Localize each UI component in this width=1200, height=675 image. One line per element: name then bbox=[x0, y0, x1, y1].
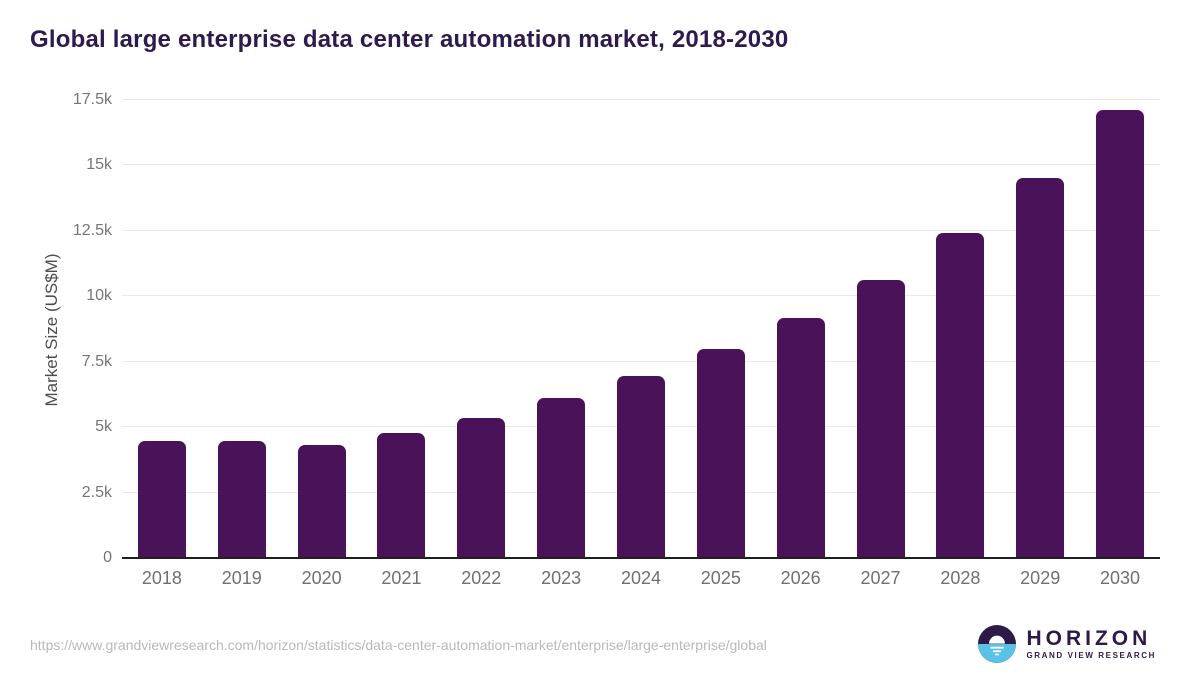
x-axis-labels: 2018 2019 2020 2021 2022 2023 2024 2025 2026 2027… bbox=[122, 568, 1160, 589]
x-label-2021: 2021 bbox=[381, 568, 422, 588]
y-tick-2.5k: 2.5k bbox=[81, 483, 112, 501]
gridline-7.5k bbox=[122, 360, 1160, 362]
x-label-2030: 2030 bbox=[1100, 568, 1141, 588]
gridline-15k bbox=[122, 164, 1160, 166]
bar-2030[interactable] bbox=[1096, 109, 1145, 558]
bars-row bbox=[122, 100, 1160, 558]
y-tick-12.5k: 12.5k bbox=[72, 221, 112, 239]
source-url[interactable]: https://www.grandviewresearch.com/horizo… bbox=[30, 637, 767, 653]
bar-cell-2023 bbox=[521, 100, 601, 558]
x-label-2029: 2029 bbox=[1020, 568, 1061, 588]
x-label-2025: 2025 bbox=[700, 568, 741, 588]
bar-cell-2020 bbox=[282, 100, 362, 558]
bar-cell-2028 bbox=[920, 100, 1000, 558]
x-label-2022: 2022 bbox=[461, 568, 502, 588]
chart-title: Global large enterprise data center auto… bbox=[30, 26, 789, 53]
bar-cell-2018 bbox=[122, 100, 202, 558]
bar-cell-2029 bbox=[1000, 100, 1080, 558]
x-label-2026: 2026 bbox=[780, 568, 821, 588]
bar-2028[interactable] bbox=[936, 232, 985, 558]
x-label-2019: 2019 bbox=[221, 568, 262, 588]
footer: https://www.grandviewresearch.com/horizo… bbox=[0, 613, 1200, 675]
y-tick-5k: 5k bbox=[95, 418, 112, 436]
bar-cell-2030 bbox=[1080, 100, 1160, 558]
bar-2029[interactable] bbox=[1016, 177, 1065, 558]
logo-name: HORIZON bbox=[1026, 627, 1152, 651]
bar-2021[interactable] bbox=[377, 432, 426, 558]
bar-2024[interactable] bbox=[616, 376, 665, 558]
logo-tagline: GRAND VIEW RESEARCH bbox=[1026, 650, 1156, 660]
bar-2020[interactable] bbox=[297, 444, 346, 558]
horizon-sun-icon bbox=[978, 625, 1017, 663]
bar-cell-2024 bbox=[601, 100, 681, 558]
y-tick-0: 0 bbox=[103, 549, 112, 566]
bar-cell-2025 bbox=[681, 100, 761, 558]
y-tick-7.5k: 7.5k bbox=[81, 352, 112, 370]
gridline-10k bbox=[122, 295, 1160, 297]
bar-2025[interactable] bbox=[696, 348, 745, 558]
bar-2019[interactable] bbox=[217, 440, 266, 558]
y-tick-17.5k: 17.5k bbox=[72, 91, 112, 108]
bar-2027[interactable] bbox=[856, 280, 905, 558]
x-axis-line bbox=[122, 557, 1160, 559]
bar-2022[interactable] bbox=[457, 417, 506, 558]
plot-area bbox=[122, 99, 1160, 558]
x-label-2020: 2020 bbox=[301, 568, 342, 588]
bar-cell-2021 bbox=[362, 100, 442, 558]
x-label-2018: 2018 bbox=[141, 568, 182, 588]
gridline-12.5k bbox=[122, 229, 1160, 231]
y-tick-15k: 15k bbox=[86, 156, 112, 174]
y-tick-10k: 10k bbox=[86, 287, 112, 305]
bar-cell-2027 bbox=[841, 100, 921, 558]
x-label-2023: 2023 bbox=[541, 568, 582, 588]
x-label-2024: 2024 bbox=[620, 568, 661, 588]
bar-2018[interactable] bbox=[137, 441, 186, 558]
x-label-2028: 2028 bbox=[940, 568, 981, 588]
bar-cell-2026 bbox=[761, 100, 841, 558]
gridline-17.5k bbox=[122, 99, 1160, 100]
bar-2023[interactable] bbox=[537, 397, 586, 558]
bar-cell-2022 bbox=[441, 100, 521, 558]
bar-2026[interactable] bbox=[776, 318, 825, 558]
horizon-logo: HORIZON GRAND VIEW RESEARCH bbox=[978, 625, 1156, 663]
bar-cell-2019 bbox=[202, 100, 282, 558]
y-axis-ticks: 0 2.5k 5k 7.5k 10k 12.5k 15k 17.5k bbox=[0, 91, 112, 566]
x-label-2027: 2027 bbox=[860, 568, 901, 588]
